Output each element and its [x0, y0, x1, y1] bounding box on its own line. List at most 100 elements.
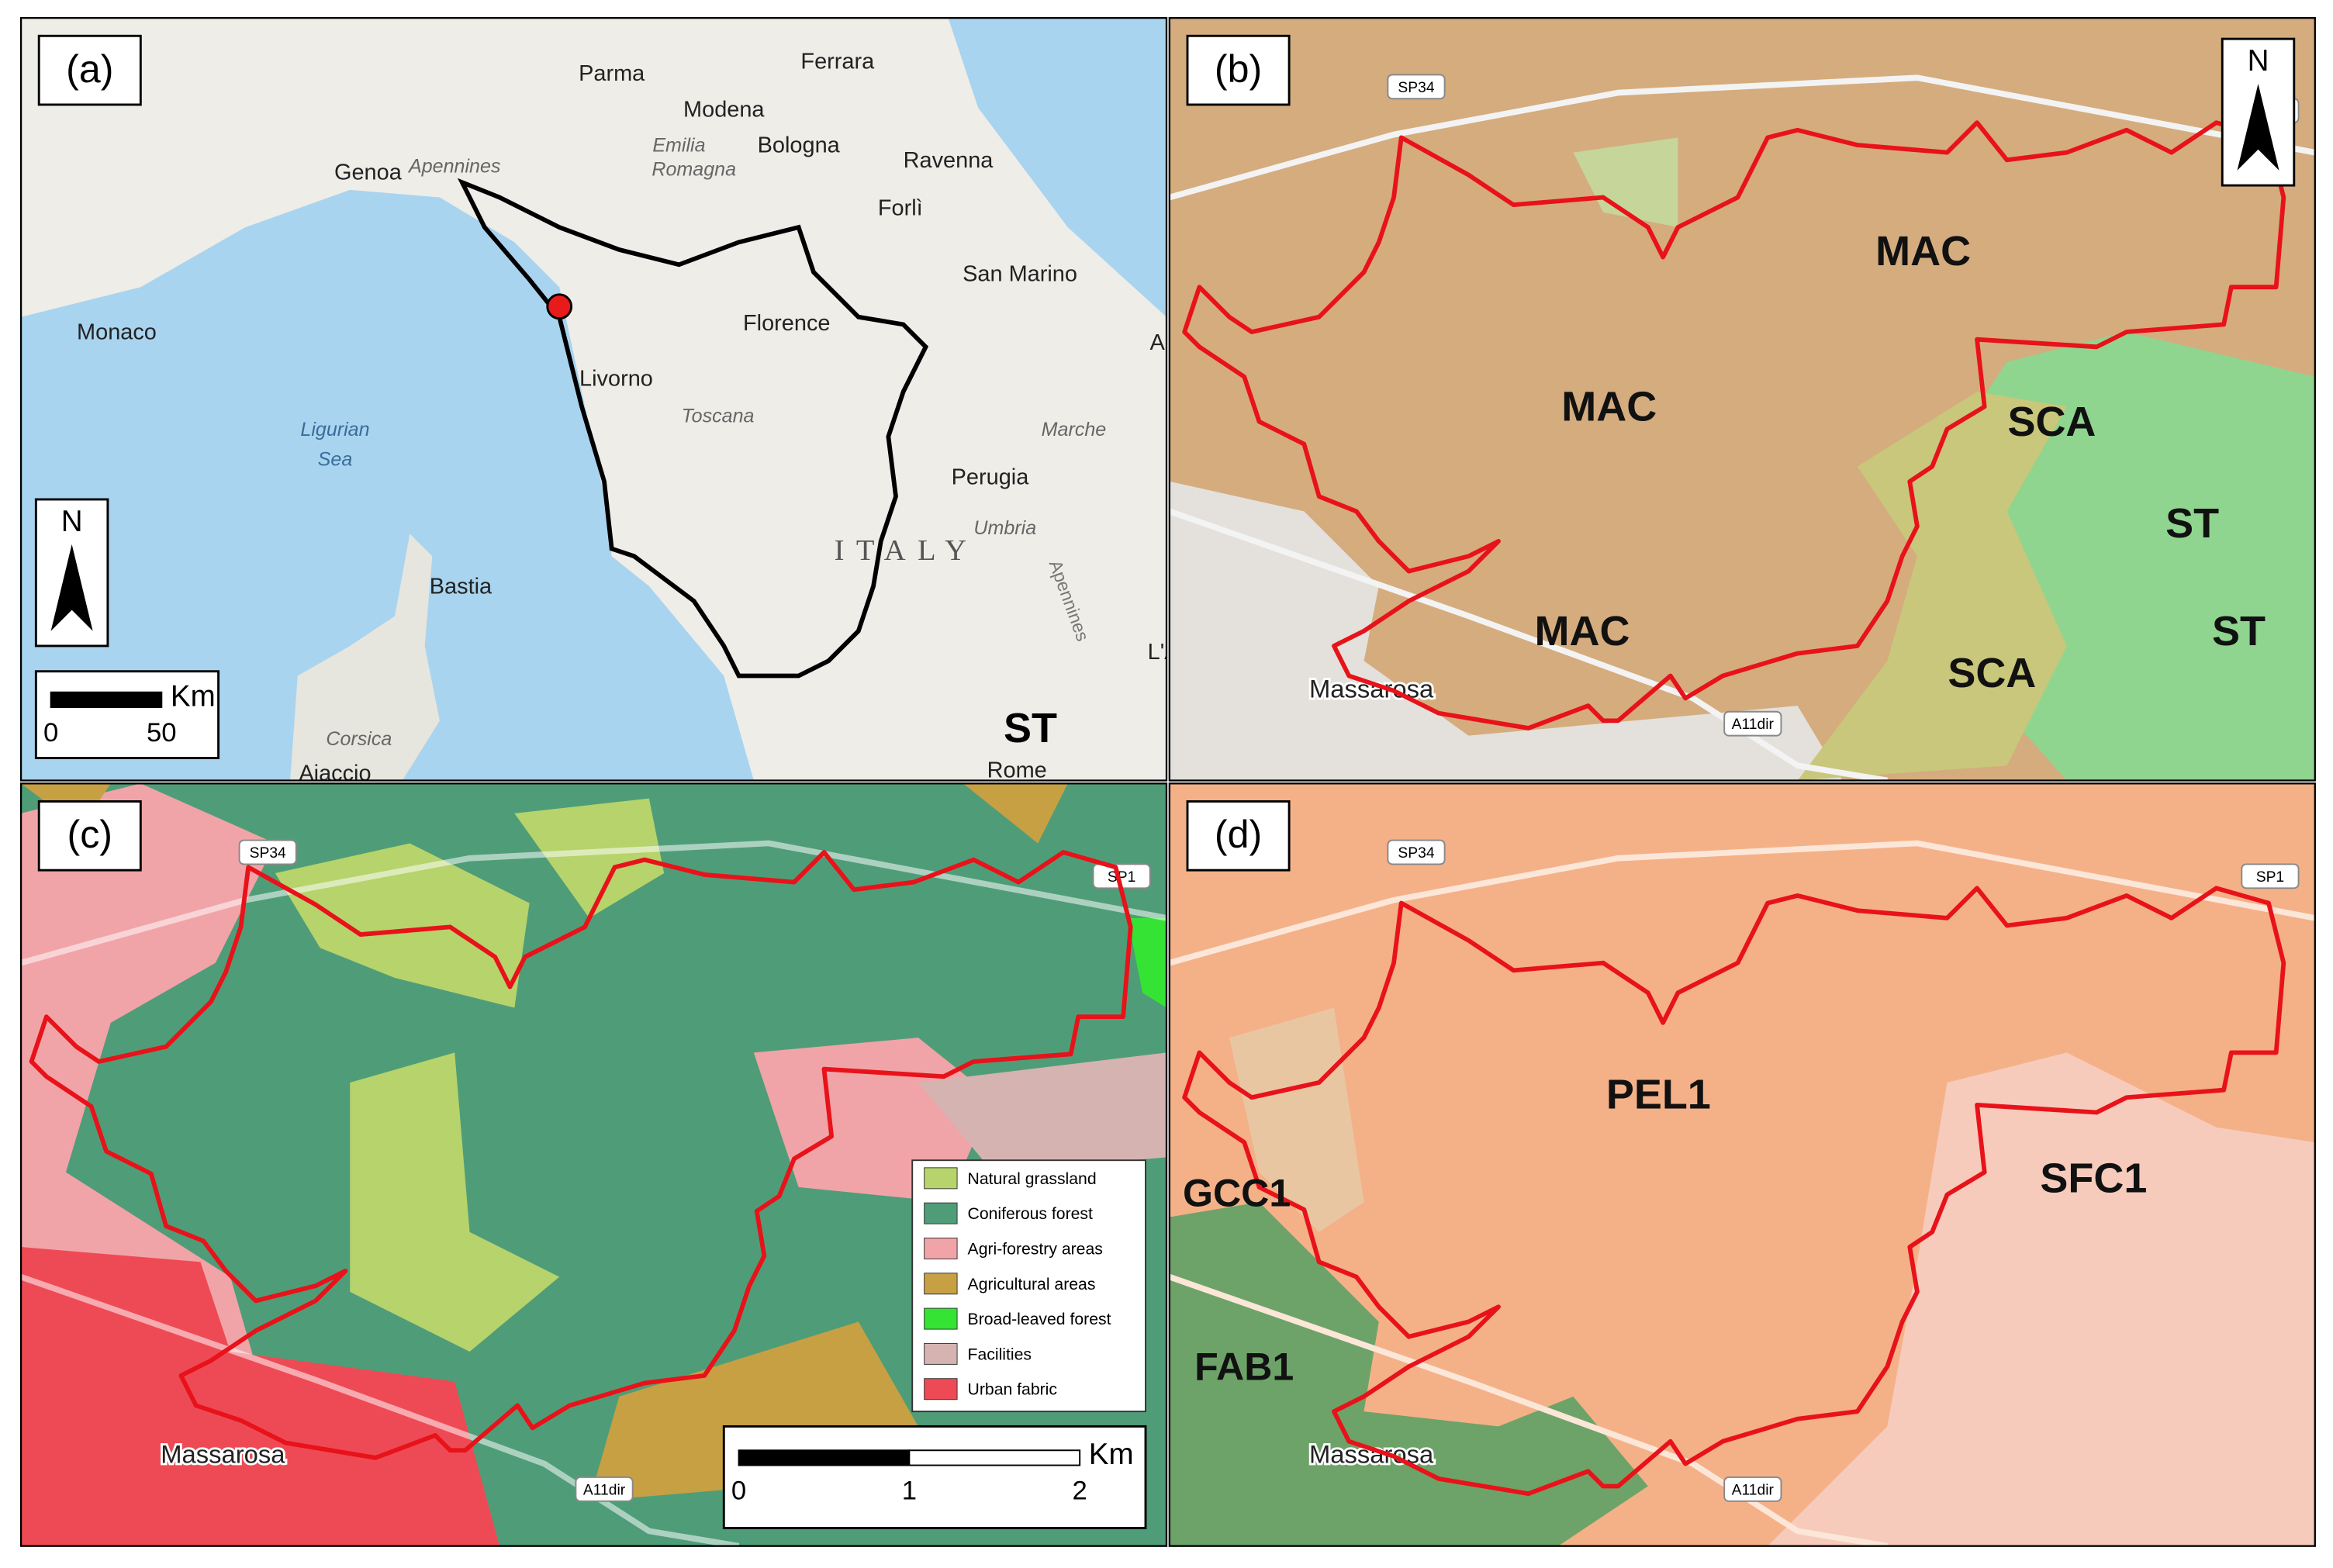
zone-label: ST — [1004, 705, 1057, 751]
road-label: A11dir — [1732, 717, 1775, 733]
place-label: Modena — [683, 97, 765, 122]
panel: SP34 SP1 A11dir Massarosa PEL1 SFC1 GCC1 FAB1 (d… — [1168, 782, 2316, 1547]
town-label: Massarosa — [1309, 1440, 1434, 1469]
panel: SP34SP1A11dirMassarosaMACMACMACSCASCASTS… — [1168, 16, 2316, 782]
scale-tick-label: 0 — [43, 718, 58, 748]
legend: Natural grassland Coniferous forest Agri-f… — [911, 1159, 1146, 1413]
place-label: L'A — [1148, 640, 1180, 665]
panel-label: (d) — [1215, 813, 1262, 856]
place-label: Livorno — [579, 366, 653, 391]
legend-label: Urban fabric — [968, 1381, 1058, 1399]
land — [21, 18, 1166, 781]
legend-swatch — [924, 1342, 958, 1365]
shrub-zone — [1797, 392, 2067, 781]
road-label: SP34 — [1398, 80, 1434, 96]
panel-label-box — [37, 800, 142, 872]
panel-label-box — [1186, 34, 1291, 106]
land-cover-patch — [918, 1052, 1166, 1173]
scale-box — [34, 670, 220, 759]
zone-label: GCC1 — [1183, 1172, 1291, 1215]
land-cover-patch — [21, 783, 275, 1397]
town-label: Massarosa — [161, 1440, 285, 1469]
zone-label: MAC — [1535, 608, 1630, 654]
road — [21, 1273, 740, 1546]
place-label: Genoa — [334, 160, 403, 185]
place-label: Emilia — [652, 135, 705, 157]
place-label: Rome — [987, 758, 1047, 783]
zone-label: MAC — [1875, 228, 1971, 275]
place-label: Perugia — [952, 465, 1030, 490]
panel-frame — [19, 16, 1168, 782]
road-label: A11dir — [1732, 1482, 1775, 1498]
north-arrow — [50, 544, 93, 631]
panel-frame — [1168, 16, 2316, 782]
place-label: Toscana — [682, 406, 755, 427]
legend-swatch — [924, 1378, 958, 1400]
legend-label: Facilities — [968, 1345, 1032, 1363]
legend-swatch — [924, 1167, 958, 1190]
place-label: Bastia — [430, 574, 493, 599]
panel-body: SP34SP1A11dirMassarosaMACMACMACSCASCASTS… — [1169, 18, 2315, 781]
place-label: Florence — [743, 311, 830, 336]
place-label: Bologna — [758, 133, 841, 158]
road-shield — [575, 1476, 634, 1502]
road-label: SP34 — [250, 845, 286, 862]
road-label: A11dir — [583, 1482, 626, 1498]
panel-frame — [19, 782, 1168, 1547]
panel-label-box — [37, 34, 142, 106]
road — [1169, 508, 1888, 781]
place-label: Parma — [579, 61, 645, 86]
panel-label-box — [1186, 800, 1291, 872]
scale-tick-label: 1 — [902, 1476, 917, 1505]
zone-label: SCA — [2007, 399, 2096, 445]
place-label: Ajaccio — [299, 761, 371, 786]
place-label: Umbria — [973, 517, 1036, 539]
forest-zone — [1169, 1202, 1648, 1546]
road-shield — [238, 839, 297, 865]
scale-tick-label: 0 — [731, 1476, 746, 1505]
road-shield — [1387, 74, 1446, 100]
land-cover-patch — [1127, 917, 1166, 1008]
place-label: An — [1149, 330, 1177, 355]
road-shield — [1723, 710, 1782, 737]
study-area-boundary — [29, 850, 1133, 1460]
place-label: Ligurian — [300, 419, 369, 440]
panel: SP34 SP1 A11dir Massarosa (c) Natural grassla… — [19, 782, 1168, 1547]
study-area-boundary — [1182, 886, 2286, 1497]
place-label: Apennines — [407, 156, 501, 178]
urban-area — [1169, 481, 1843, 781]
scale-tick-label: 50 — [147, 718, 177, 748]
legend-label: Natural grassland — [968, 1170, 1097, 1188]
legend-swatch — [924, 1273, 958, 1295]
region-boundary — [457, 178, 929, 679]
scale-unit: Km — [171, 680, 216, 713]
town-label: Massarosa — [1309, 674, 1434, 703]
scale-unit: Km — [1089, 1438, 1134, 1471]
road — [21, 840, 1166, 966]
scale-segment — [738, 1449, 911, 1466]
zone-label: ST — [2165, 500, 2219, 547]
north-arrow — [2237, 83, 2279, 171]
road-shield — [1387, 839, 1446, 865]
road-shield — [2241, 863, 2300, 889]
legend-swatch — [924, 1307, 958, 1330]
north-label: N — [61, 505, 83, 538]
panel-label: (b) — [1215, 47, 1262, 91]
pale-zone — [1768, 1052, 2315, 1546]
study-area-boundary — [1182, 120, 2286, 730]
place-label: Monaco — [77, 320, 157, 345]
panel-body: SP34 SP1 A11dir Massarosa PEL1 SFC1 GCC1 FAB1 — [1169, 783, 2315, 1546]
place-label: Sea — [318, 448, 353, 470]
gravel-zone — [1229, 1007, 1364, 1232]
panel-label: (a) — [66, 47, 113, 91]
panel-label: (c) — [67, 813, 112, 856]
zone-label: PEL1 — [1606, 1071, 1711, 1117]
scale-box — [722, 1425, 1147, 1529]
place-label: Corsica — [326, 728, 392, 750]
zone-label: SFC1 — [2040, 1155, 2147, 1201]
place-label: Ferrara — [800, 50, 875, 74]
north-label: N — [2248, 44, 2269, 78]
land-cover-patch — [350, 1052, 560, 1352]
